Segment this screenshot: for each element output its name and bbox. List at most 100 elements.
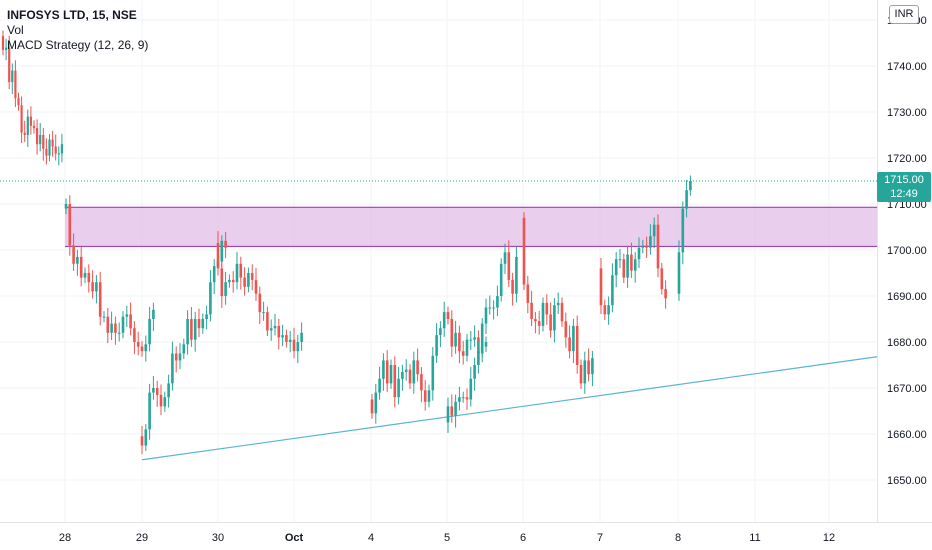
candle-up [247, 273, 250, 287]
symbol-title[interactable]: INFOSYS LTD, 15, NSE [7, 8, 137, 22]
time-tick-label: 12 [823, 532, 835, 544]
candle-down [54, 146, 57, 154]
time-tick-label: Oct [285, 532, 304, 544]
candle-up [389, 365, 393, 384]
candle-up [488, 307, 492, 309]
bar-countdown: 12:49 [890, 188, 918, 200]
candle-down [568, 337, 571, 352]
candle-up [681, 208, 685, 253]
candle-up [427, 390, 431, 402]
candle-up [496, 296, 499, 308]
candle-up [461, 397, 465, 399]
candle-up [556, 302, 560, 306]
time-tick-label: 11 [749, 532, 760, 544]
candle-up [583, 360, 587, 384]
candle-down [537, 321, 541, 326]
candle-up [152, 388, 155, 393]
time-tick-label: 30 [212, 532, 224, 544]
time-tick-label: 5 [444, 532, 450, 544]
candle-up [125, 314, 129, 317]
candle-down [458, 332, 461, 352]
candle-down [530, 302, 533, 319]
candle-up [269, 328, 273, 331]
candle-up [492, 307, 495, 309]
candle-up [144, 344, 148, 352]
candle-down [32, 125, 36, 129]
candle-down [87, 273, 91, 283]
candle-down [645, 245, 648, 248]
currency-button[interactable]: INR [889, 5, 919, 24]
volume-indicator-label[interactable]: Vol [7, 23, 24, 37]
candle-up [121, 316, 125, 333]
candle-up [178, 353, 182, 361]
price-tick-label: 1670.00 [887, 383, 927, 395]
supply-zone-layer [65, 206, 877, 247]
candle-up [689, 181, 692, 191]
candle-down [190, 319, 193, 340]
time-axis[interactable]: 28 29 30 Oct 4 5 6 7 8 11 12 [0, 522, 932, 545]
candle-up [83, 273, 87, 278]
candle-up [465, 339, 469, 356]
candle-down [266, 312, 269, 331]
candle-down [622, 259, 626, 278]
candle-down [216, 243, 220, 269]
candle-down [14, 70, 17, 99]
candle-down [420, 374, 423, 391]
candle-up [48, 139, 51, 156]
candle-down [450, 319, 454, 347]
candle-down [136, 342, 140, 347]
candle-up [182, 344, 186, 354]
candle-up [591, 358, 594, 375]
candle-up [637, 247, 641, 260]
candle-up [484, 342, 488, 347]
candle-up [484, 307, 488, 324]
candle-down [408, 369, 412, 384]
candle-down [423, 390, 427, 402]
candle-down [579, 365, 583, 384]
candle-up [469, 339, 473, 341]
price-tick-label: 1710.00 [887, 199, 927, 211]
candle-up [473, 365, 476, 379]
macd-indicator-label[interactable]: MACD Strategy (12, 26, 9) [7, 38, 149, 52]
candle-down [277, 325, 281, 338]
candle-down [231, 279, 235, 283]
candle-up [401, 371, 404, 379]
candle-up [228, 279, 231, 283]
candle-down [129, 314, 132, 329]
price-tick-label: 1720.00 [887, 153, 927, 165]
ascending-trendline[interactable] [141, 356, 878, 461]
candle-down [155, 388, 159, 395]
candle-up [95, 282, 98, 292]
candle-up [205, 314, 208, 319]
candle-down [370, 399, 374, 414]
candle-up [677, 252, 681, 294]
candle-up [39, 135, 42, 145]
candle-down [393, 365, 397, 398]
price-axis[interactable]: 1650.00 1660.00 1670.00 1680.00 1690.00 1700.… [877, 0, 932, 550]
supply-zone-rectangle[interactable] [65, 207, 877, 247]
candle-down [656, 224, 660, 269]
time-tick-label: 6 [520, 532, 526, 544]
candle-down [114, 323, 117, 333]
candle-down [254, 279, 258, 294]
candle-up [652, 224, 656, 237]
candle-up [262, 312, 265, 314]
candle-down [51, 139, 54, 147]
candle-up [102, 316, 106, 318]
candle-down [17, 98, 20, 106]
candle-down [42, 135, 45, 149]
candle-up [626, 254, 629, 278]
candle-down [220, 268, 224, 296]
candle-up [458, 397, 461, 402]
candle-down [560, 302, 564, 322]
candle-down [224, 240, 227, 248]
candle-up [439, 328, 442, 336]
candle-up [224, 282, 227, 296]
candle-down [106, 316, 110, 333]
candle-up [288, 339, 292, 342]
candle-up [171, 353, 174, 384]
candle-up [469, 378, 473, 400]
candle-up [412, 360, 416, 384]
